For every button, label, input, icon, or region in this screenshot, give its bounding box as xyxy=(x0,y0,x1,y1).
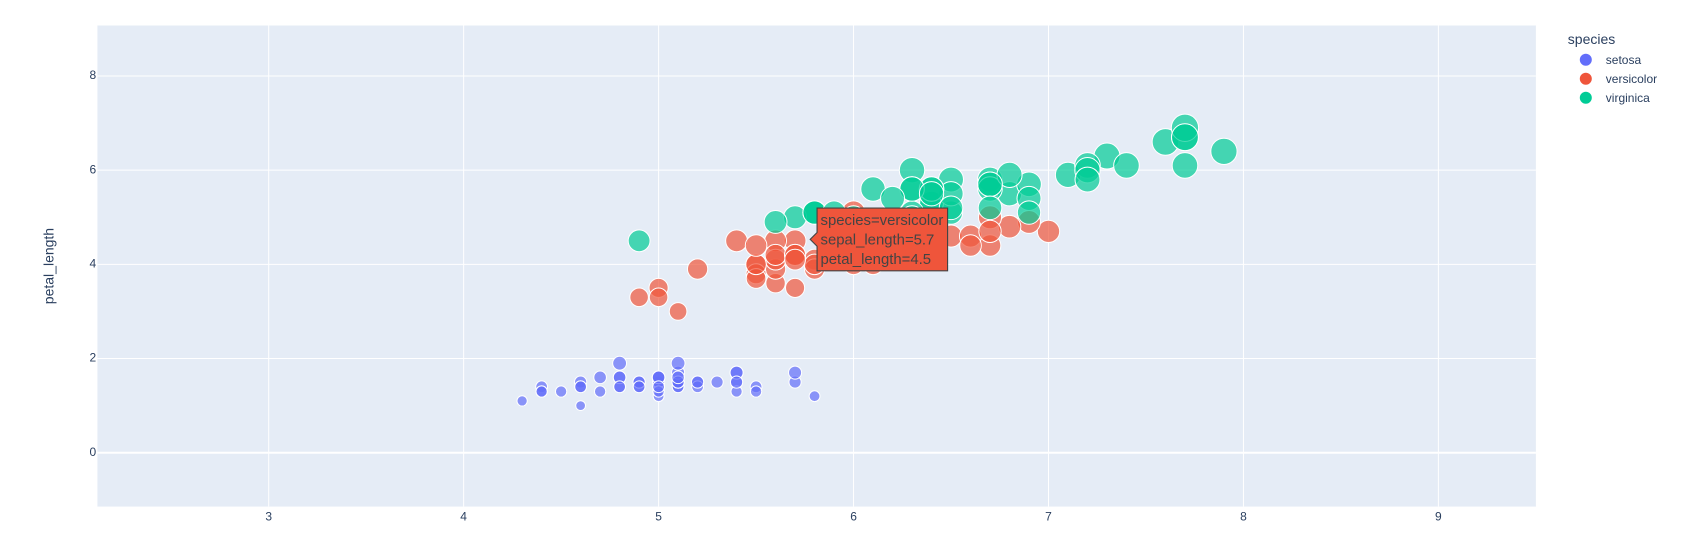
svg-text:7: 7 xyxy=(1045,510,1052,524)
svg-text:virginica: virginica xyxy=(1606,91,1650,105)
svg-text:8: 8 xyxy=(1240,510,1247,524)
svg-text:species: species xyxy=(1568,31,1615,47)
svg-text:petal_length: petal_length xyxy=(41,228,57,304)
svg-text:2: 2 xyxy=(89,351,96,365)
svg-text:5: 5 xyxy=(655,510,662,524)
svg-text:6: 6 xyxy=(89,162,96,176)
svg-text:4: 4 xyxy=(89,257,96,271)
svg-text:sepal_length=5.7: sepal_length=5.7 xyxy=(821,233,935,249)
svg-text:9: 9 xyxy=(1435,510,1442,524)
svg-text:setosa: setosa xyxy=(1606,53,1642,67)
svg-text:4: 4 xyxy=(460,510,467,524)
svg-text:petal_length=4.5: petal_length=4.5 xyxy=(821,252,932,268)
svg-text:3: 3 xyxy=(265,510,272,524)
svg-text:species=versicolor: species=versicolor xyxy=(821,213,944,229)
svg-text:versicolor: versicolor xyxy=(1606,72,1657,86)
svg-text:6: 6 xyxy=(850,510,857,524)
svg-text:0: 0 xyxy=(89,445,96,459)
svg-text:8: 8 xyxy=(89,68,96,82)
